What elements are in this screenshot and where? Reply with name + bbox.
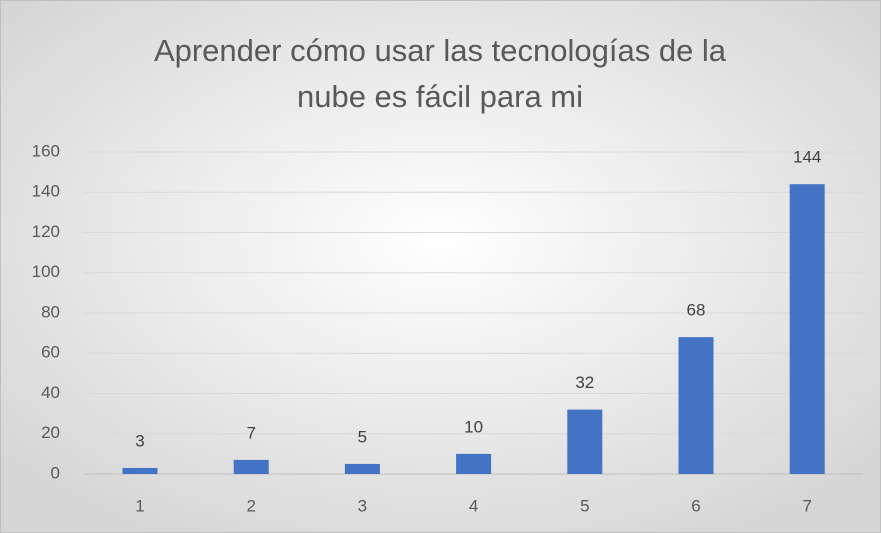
bar	[789, 184, 825, 474]
data-label: 144	[793, 148, 821, 167]
x-tick-label: 6	[691, 496, 700, 515]
y-tick-label: 120	[32, 222, 60, 241]
data-label: 10	[464, 417, 483, 436]
bar	[122, 467, 158, 474]
chart-title: Aprender cómo usar las tecnologías de la…	[153, 33, 727, 114]
x-tick-label: 7	[802, 496, 811, 515]
x-tick-label: 1	[135, 496, 144, 515]
y-tick-label: 60	[41, 343, 60, 362]
bar	[344, 463, 380, 474]
data-label: 68	[687, 301, 706, 320]
data-label: 32	[575, 373, 594, 392]
data-label: 5	[358, 427, 367, 446]
x-tick-label: 3	[358, 496, 367, 515]
bar	[456, 453, 492, 474]
y-tick-label: 20	[41, 423, 60, 442]
y-tick-label: 100	[32, 262, 60, 281]
y-tick-label: 0	[51, 463, 60, 482]
x-tick-label: 4	[469, 496, 478, 515]
data-label: 3	[135, 431, 144, 450]
bar	[233, 459, 269, 474]
bar	[678, 337, 714, 474]
x-tick-label: 2	[246, 496, 255, 515]
bar	[567, 409, 603, 474]
y-tick-label: 140	[32, 182, 60, 201]
x-tick-label: 5	[580, 496, 589, 515]
y-tick-label: 40	[41, 383, 60, 402]
data-label: 7	[246, 423, 255, 442]
y-tick-label: 160	[32, 141, 60, 160]
y-tick-label: 80	[41, 302, 60, 321]
